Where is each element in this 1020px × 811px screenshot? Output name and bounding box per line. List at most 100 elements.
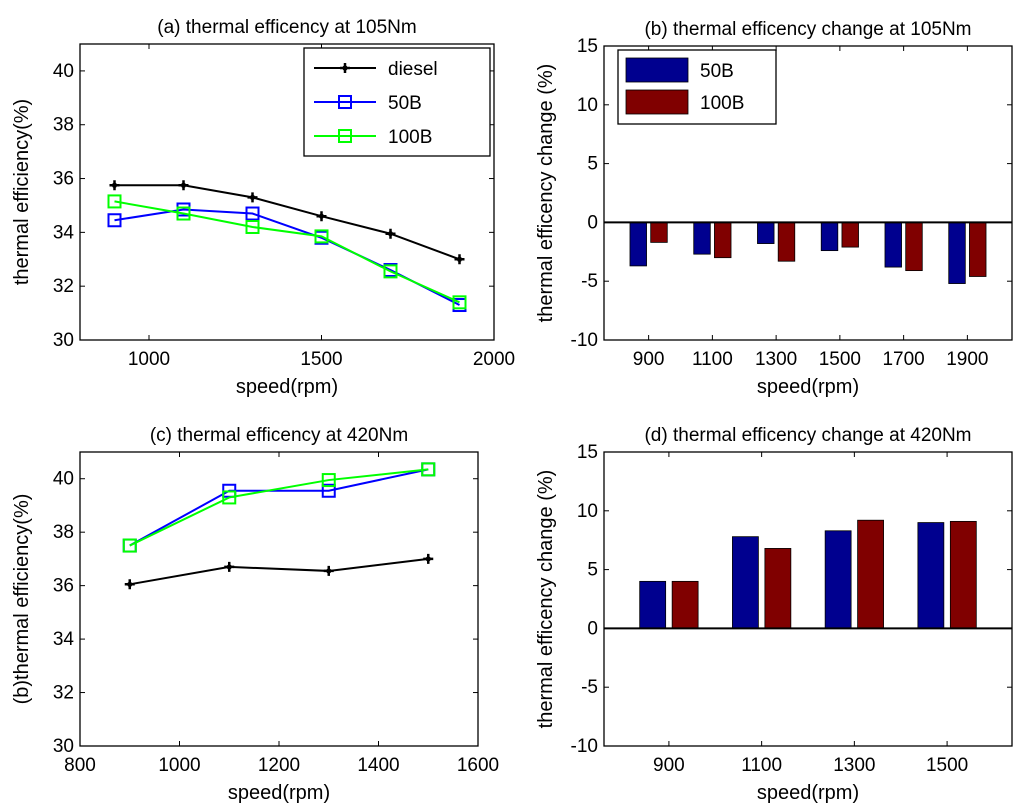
data-point	[383, 264, 398, 279]
y-tick-label: 0	[587, 618, 598, 639]
y-tick-label: -5	[581, 271, 598, 292]
data-point	[107, 194, 122, 209]
x-tick-label: 1700	[882, 349, 924, 370]
bar	[841, 221, 859, 248]
data-point	[245, 206, 260, 221]
bar	[671, 580, 699, 629]
legend: diesel 50B 100B	[303, 47, 491, 157]
x-tick-label: 800	[64, 755, 96, 776]
chart-c: (c) thermal efficency at 420Nm speed(rpm)…	[11, 425, 499, 804]
series-line	[129, 468, 429, 547]
data-point-center	[111, 182, 118, 188]
bar	[650, 221, 668, 243]
x-tick-label: 1500	[819, 349, 861, 370]
series-50B	[639, 522, 945, 629]
legend-marker	[338, 129, 352, 143]
y-tick-label: 34	[53, 222, 75, 243]
x-tick-label: 2000	[473, 349, 515, 370]
legend-marker	[338, 95, 352, 109]
data-point	[314, 229, 329, 244]
bar	[639, 580, 667, 629]
legend-swatch	[625, 89, 689, 115]
data-point	[176, 206, 191, 221]
x-tick-label: 1500	[300, 349, 342, 370]
x-tick-label: 1500	[926, 755, 968, 776]
chart-title: (c) thermal efficency at 420Nm	[150, 425, 408, 446]
y-tick-label: 10	[577, 95, 598, 116]
bar	[948, 221, 966, 284]
bar	[757, 221, 775, 244]
series-100B	[122, 462, 436, 553]
x-tick-label: 900	[633, 349, 665, 370]
y-tick-label: 40	[53, 61, 74, 82]
y-tick-label: 36	[53, 576, 74, 597]
y-tick-label: 5	[587, 154, 598, 175]
y-axis-label: thermal efficency change (%)	[535, 470, 557, 729]
axes-box	[79, 43, 495, 341]
chart-a: (a) thermal efficency at 105Nm speed(rpm)…	[11, 17, 515, 398]
legend-swatch	[625, 57, 689, 83]
x-axis-label: speed(rpm)	[228, 782, 330, 804]
bar	[732, 536, 759, 629]
chart-title: (b) thermal efficency change at 105Nm	[644, 19, 971, 40]
x-tick-label: 1200	[258, 755, 300, 776]
bar	[884, 221, 902, 268]
series-line	[129, 557, 429, 586]
chart-title: (a) thermal efficency at 105Nm	[157, 17, 416, 38]
legend-label: 50B	[700, 61, 734, 82]
bar	[917, 522, 945, 629]
x-tick-label: 1100	[692, 349, 733, 370]
data-point	[222, 490, 237, 505]
chart-title: (d) thermal efficency change at 420Nm	[644, 425, 971, 446]
legend-marker-center	[342, 65, 348, 71]
y-tick-label: -10	[571, 330, 598, 351]
bar	[764, 548, 792, 629]
series-line	[129, 468, 429, 547]
data-point	[107, 213, 122, 228]
series-line	[114, 200, 460, 304]
data-point	[321, 483, 336, 498]
series-diesel	[109, 180, 465, 265]
series-100B	[107, 194, 467, 310]
y-tick-label: 0	[587, 212, 598, 233]
y-tick-label: 30	[53, 330, 74, 351]
y-axis-label: thermal efficency change (%)	[535, 64, 557, 323]
x-tick-label: 1300	[755, 349, 797, 370]
legend: 50B 100B	[617, 49, 777, 125]
data-point-center	[249, 194, 256, 200]
y-tick-label: 34	[53, 629, 75, 650]
bar	[969, 221, 987, 277]
data-point	[122, 538, 137, 553]
legend-label: 100B	[388, 127, 432, 148]
y-axis-label: (b)thermal efficiency(%)	[11, 494, 33, 705]
y-tick-label: 32	[53, 683, 74, 704]
data-point-center	[318, 213, 325, 219]
x-axis-label: speed(rpm)	[236, 376, 338, 398]
bar	[949, 520, 977, 629]
y-axis-label: thermal efficiency(%)	[11, 99, 33, 285]
bar	[820, 221, 839, 252]
data-point	[321, 473, 336, 488]
bar	[777, 221, 796, 262]
x-tick-label: 1000	[128, 349, 170, 370]
y-tick-label: 15	[577, 36, 598, 57]
y-tick-label: 38	[53, 115, 74, 136]
data-point	[245, 219, 260, 234]
bar	[693, 221, 711, 255]
y-tick-label: 30	[53, 736, 74, 757]
x-axis-label: speed(rpm)	[757, 782, 859, 804]
data-point	[452, 295, 467, 310]
legend-label: 100B	[700, 93, 744, 114]
series-line	[114, 184, 460, 261]
data-point-center	[226, 564, 232, 570]
y-tick-label: 32	[53, 276, 74, 297]
bar	[629, 221, 647, 267]
bar	[905, 221, 923, 272]
series-100B	[671, 519, 977, 629]
axes-box	[603, 451, 1013, 747]
y-tick-label: 5	[587, 560, 598, 581]
y-tick-label: 36	[53, 169, 74, 190]
legend-label: diesel	[388, 59, 438, 80]
plot-area	[80, 452, 478, 746]
